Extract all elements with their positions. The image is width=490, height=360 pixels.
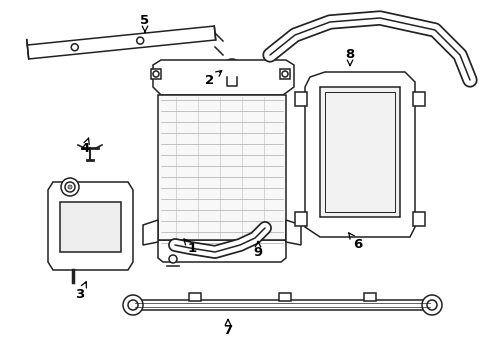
Bar [320, 87, 400, 217]
Text: 7: 7 [223, 319, 233, 337]
Bar [279, 293, 291, 301]
Circle shape [465, 75, 475, 85]
Bar [60, 202, 121, 252]
Circle shape [61, 178, 79, 196]
Bar [325, 92, 395, 212]
Polygon shape [27, 26, 216, 59]
Circle shape [169, 255, 177, 263]
Text: 3: 3 [75, 282, 86, 302]
Text: 9: 9 [253, 242, 263, 258]
Bar [413, 92, 425, 106]
Circle shape [422, 295, 442, 315]
Text: 1: 1 [184, 239, 196, 255]
Bar [280, 69, 290, 79]
Circle shape [65, 182, 75, 192]
Circle shape [247, 70, 253, 76]
Polygon shape [305, 72, 415, 237]
Polygon shape [143, 220, 158, 245]
Bar [295, 212, 307, 226]
Polygon shape [135, 300, 430, 310]
Text: 4: 4 [80, 138, 90, 154]
Bar [189, 293, 201, 301]
Text: 8: 8 [345, 49, 355, 66]
Bar [158, 95, 286, 240]
Circle shape [227, 63, 237, 73]
Circle shape [223, 59, 241, 77]
Circle shape [68, 185, 72, 189]
Polygon shape [153, 60, 294, 95]
Bar [151, 69, 161, 79]
Text: 6: 6 [349, 233, 363, 252]
Circle shape [128, 300, 138, 310]
Text: 5: 5 [141, 13, 149, 32]
Text: 2: 2 [205, 71, 222, 86]
Circle shape [244, 67, 256, 79]
Circle shape [427, 300, 437, 310]
Bar [413, 212, 425, 226]
Polygon shape [158, 240, 286, 262]
Polygon shape [286, 220, 301, 245]
Circle shape [153, 71, 159, 77]
Bar [364, 293, 376, 301]
Circle shape [71, 44, 78, 51]
Bar [295, 92, 307, 106]
Circle shape [229, 66, 235, 71]
Circle shape [123, 295, 143, 315]
Polygon shape [48, 182, 133, 270]
Circle shape [282, 71, 288, 77]
Circle shape [137, 37, 144, 44]
